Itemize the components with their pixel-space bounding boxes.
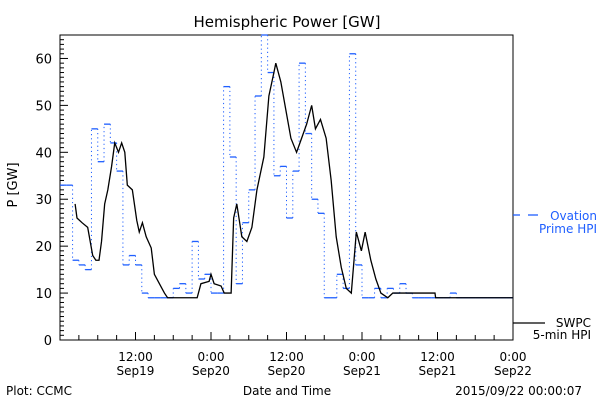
- y-tick-label: 50: [35, 99, 52, 114]
- x-axis-label: Date and Time: [243, 384, 331, 398]
- x-tick-label-time: 12:00: [269, 350, 304, 364]
- legend-ovation-label: Ovation: [550, 209, 597, 223]
- y-axis-label: P [GW]: [6, 162, 21, 207]
- footer-plot-credit: Plot: CCMC: [6, 384, 72, 398]
- x-tick-label-time: 0:00: [500, 350, 527, 364]
- chart-title: Hemispheric Power [GW]: [194, 13, 381, 31]
- x-tick-label-time: 0:00: [349, 350, 376, 364]
- y-tick-label: 60: [35, 52, 52, 67]
- x-tick-label-date: Sep21: [343, 364, 381, 378]
- y-tick-label: 10: [35, 287, 52, 302]
- legend-ovation-label: Prime HPI: [539, 222, 597, 236]
- swpc-line: [75, 63, 513, 298]
- footer-timestamp: 2015/09/22 00:00:07: [455, 384, 582, 398]
- x-tick-label-date: Sep20: [268, 364, 306, 378]
- x-tick-label-time: 0:00: [198, 350, 225, 364]
- x-tick-label-date: Sep20: [192, 364, 230, 378]
- x-tick-label-time: 12:00: [118, 350, 153, 364]
- x-tick-label-time: 12:00: [420, 350, 455, 364]
- x-tick-label-date: Sep21: [419, 364, 457, 378]
- y-tick-label: 30: [35, 193, 52, 208]
- y-tick-label: 40: [35, 146, 52, 161]
- legend-swpc-label: 5-min HPI: [533, 328, 591, 342]
- y-tick-label: 0: [44, 334, 52, 349]
- y-tick-label: 20: [35, 240, 52, 255]
- x-tick-label-date: Sep22: [494, 364, 532, 378]
- x-tick-label-date: Sep19: [117, 364, 155, 378]
